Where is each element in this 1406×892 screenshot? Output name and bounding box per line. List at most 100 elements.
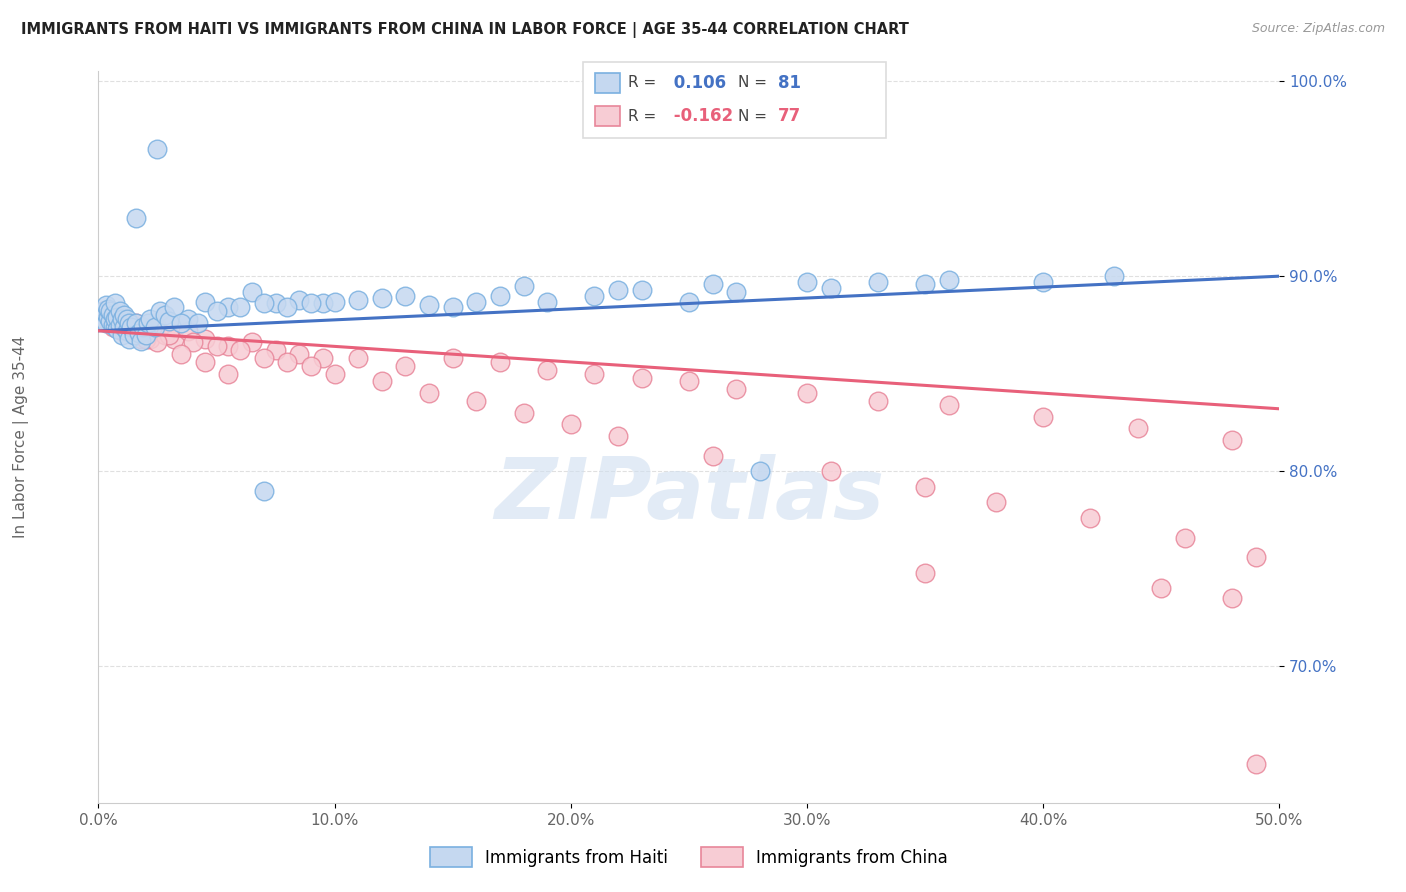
Point <box>1220 433 1243 447</box>
Point <box>146 319 169 334</box>
Point <box>91 312 114 326</box>
Point <box>91 304 114 318</box>
Point <box>418 298 440 312</box>
Point <box>465 294 488 309</box>
Legend: Immigrants from Haiti, Immigrants from China: Immigrants from Haiti, Immigrants from C… <box>422 839 956 875</box>
Text: 81: 81 <box>778 74 800 92</box>
Point <box>264 296 287 310</box>
Text: -0.162: -0.162 <box>668 107 733 125</box>
Point <box>97 310 120 325</box>
Point <box>914 480 936 494</box>
Point <box>104 312 127 326</box>
Point <box>630 283 652 297</box>
Point <box>129 332 152 346</box>
Point <box>796 275 818 289</box>
Point <box>820 281 842 295</box>
Point <box>132 319 155 334</box>
Text: N =: N = <box>738 109 768 124</box>
Point <box>135 327 157 342</box>
Point <box>128 324 150 338</box>
Point <box>97 308 120 322</box>
Point <box>129 334 152 348</box>
Point <box>1150 581 1173 595</box>
Point <box>94 298 117 312</box>
Point <box>678 375 700 389</box>
Point <box>163 332 186 346</box>
Point <box>125 211 148 225</box>
Point <box>94 312 117 326</box>
Point <box>725 285 748 299</box>
Point <box>1080 511 1102 525</box>
Point <box>153 308 176 322</box>
Point <box>394 359 416 373</box>
Point <box>112 308 135 322</box>
Point <box>125 316 148 330</box>
Point <box>217 367 239 381</box>
Point <box>1032 275 1054 289</box>
Point <box>1220 591 1243 605</box>
Point <box>465 394 488 409</box>
Point <box>489 355 512 369</box>
Text: Source: ZipAtlas.com: Source: ZipAtlas.com <box>1251 22 1385 36</box>
Point <box>323 367 346 381</box>
Text: ZIPatlas: ZIPatlas <box>494 454 884 537</box>
Point <box>630 370 652 384</box>
Point <box>108 319 131 334</box>
Point <box>98 314 121 328</box>
Point <box>229 343 252 358</box>
Point <box>118 324 141 338</box>
Point <box>91 304 114 318</box>
Y-axis label: In Labor Force | Age 35-44: In Labor Force | Age 35-44 <box>13 336 30 538</box>
Point <box>118 332 141 346</box>
Point <box>253 483 276 498</box>
Point <box>489 288 512 302</box>
Point <box>128 326 150 340</box>
Point <box>725 382 748 396</box>
Text: R =: R = <box>628 109 657 124</box>
Point <box>371 291 394 305</box>
Point <box>264 343 287 358</box>
Text: R =: R = <box>628 75 657 90</box>
Point <box>607 283 630 297</box>
Point <box>115 312 138 326</box>
Point <box>678 294 700 309</box>
Point <box>583 288 606 302</box>
Point <box>276 355 298 369</box>
Point <box>536 363 558 377</box>
Point <box>323 294 346 309</box>
Point <box>820 464 842 478</box>
Point <box>1174 531 1197 545</box>
Text: N =: N = <box>738 75 768 90</box>
Point <box>205 339 228 353</box>
Point <box>132 319 155 334</box>
Point <box>111 312 134 326</box>
Point <box>157 314 180 328</box>
Point <box>441 351 464 365</box>
Point <box>143 319 166 334</box>
Point <box>914 566 936 580</box>
Point <box>105 316 128 330</box>
Point <box>111 319 134 334</box>
Point <box>253 296 276 310</box>
Point <box>371 375 394 389</box>
Point <box>136 316 159 330</box>
Point <box>1102 269 1125 284</box>
Point <box>1032 409 1054 424</box>
Point <box>101 308 124 322</box>
Point <box>163 301 186 315</box>
Point <box>111 327 134 342</box>
Point <box>560 417 582 432</box>
Point <box>146 142 169 156</box>
Point <box>217 301 239 315</box>
Point <box>135 327 157 342</box>
Point <box>115 319 138 334</box>
Point <box>536 294 558 309</box>
Point <box>984 495 1007 509</box>
Text: 77: 77 <box>778 107 801 125</box>
Point <box>98 316 121 330</box>
Point <box>177 324 200 338</box>
Point <box>748 464 770 478</box>
Point <box>299 296 322 310</box>
Text: 0.106: 0.106 <box>668 74 725 92</box>
Point <box>121 319 143 334</box>
